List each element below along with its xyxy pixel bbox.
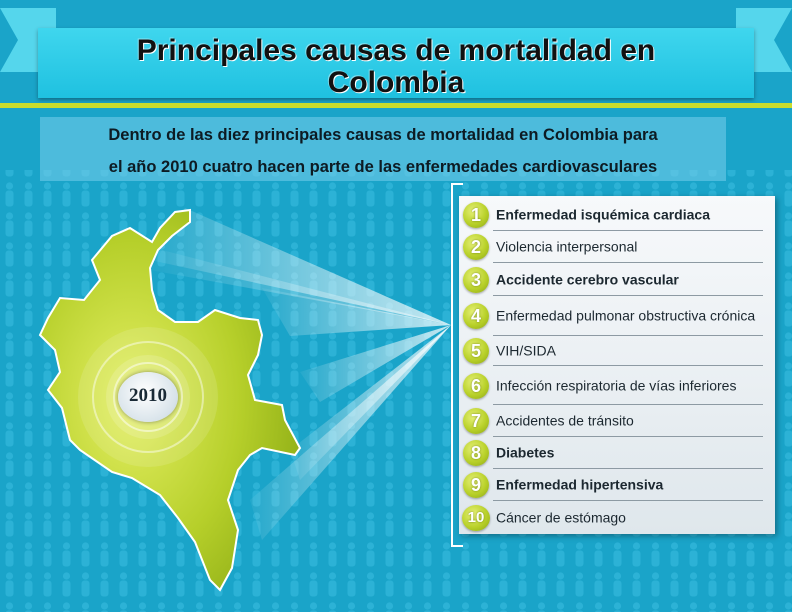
cause-rank-badge: 6 bbox=[463, 372, 489, 399]
cause-rank-badge: 9 bbox=[463, 472, 489, 498]
subtitle-box: Dentro de las diez principales causas de… bbox=[40, 117, 726, 181]
cause-item-2: 2 Violencia interpersonal bbox=[459, 231, 775, 263]
cause-rank-badge: 1 bbox=[463, 201, 489, 228]
cause-rank-badge: 4 bbox=[463, 303, 489, 329]
cause-item-10: 10 Cáncer de estómago bbox=[459, 501, 775, 534]
cause-item-4: 4 Enfermedad pulmonar obstructiva crónica bbox=[459, 296, 775, 336]
cause-item-8: 8 Diabetes bbox=[459, 437, 775, 469]
colombia-map bbox=[38, 208, 451, 592]
cause-label: Violencia interpersonal bbox=[496, 238, 638, 255]
cause-label: Enfermedad isquémica cardiaca bbox=[496, 206, 710, 222]
cause-item-9: 9 Enfermedad hipertensiva bbox=[459, 469, 775, 501]
year-badge: 2010 bbox=[118, 372, 178, 422]
cause-item-3: 3 Accidente cerebro vascular bbox=[459, 263, 775, 296]
cause-divider bbox=[493, 295, 763, 296]
cause-item-5: 5 VIH/SIDA bbox=[459, 336, 775, 366]
cause-divider bbox=[493, 335, 763, 336]
cause-label: Accidente cerebro vascular bbox=[496, 271, 679, 287]
cause-label: Accidentes de tránsito bbox=[496, 412, 634, 429]
cause-divider bbox=[493, 436, 763, 437]
cause-label: Cáncer de estómago bbox=[496, 509, 626, 525]
cause-divider bbox=[493, 262, 763, 263]
cause-divider bbox=[493, 230, 763, 231]
light-rays bbox=[150, 208, 451, 540]
page-title: Principales causas de mortalidad en Colo… bbox=[38, 28, 754, 99]
cause-rank-badge: 7 bbox=[463, 408, 489, 434]
title-line-1: Principales causas de mortalidad en bbox=[136, 34, 656, 67]
cause-label: VIH/SIDA bbox=[496, 342, 556, 359]
cause-item-7: 7 Accidentes de tránsito bbox=[459, 405, 775, 437]
cause-item-6: 6 Infección respiratoria de vías inferior… bbox=[459, 366, 775, 405]
cause-rank-badge: 8 bbox=[463, 440, 489, 466]
cause-label: Diabetes bbox=[496, 444, 555, 461]
cause-divider bbox=[493, 468, 763, 469]
cause-rank-badge: 5 bbox=[463, 338, 489, 364]
cause-divider bbox=[493, 404, 763, 405]
cause-item-1: 1 Enfermedad isquémica cardiaca bbox=[459, 198, 775, 231]
cause-label: Infección respiratoria de vías inferiore… bbox=[496, 377, 737, 393]
cause-rank-badge: 3 bbox=[463, 266, 489, 293]
cause-rank-badge: 2 bbox=[463, 234, 489, 260]
title-banner: Principales causas de mortalidad en Colo… bbox=[38, 28, 754, 99]
list-bracket bbox=[451, 183, 463, 547]
causes-list: 1 Enfermedad isquémica cardiaca 2 Violencia… bbox=[459, 196, 775, 534]
cause-rank-badge: 10 bbox=[462, 504, 490, 531]
cause-label: Enfermedad pulmonar obstructiva crónica bbox=[496, 307, 756, 324]
subtitle-line-1: Dentro de las diez principales causas de… bbox=[108, 126, 658, 144]
year-label: 2010 bbox=[129, 385, 167, 406]
cause-label: Enfermedad hipertensiva bbox=[496, 476, 664, 493]
subtitle-line-2: el año 2010 cuatro hacen parte de las en… bbox=[108, 158, 658, 176]
cause-divider bbox=[493, 500, 763, 501]
cause-divider bbox=[493, 365, 763, 366]
title-line-2: Colombia bbox=[327, 66, 465, 99]
title-divider bbox=[0, 103, 792, 108]
